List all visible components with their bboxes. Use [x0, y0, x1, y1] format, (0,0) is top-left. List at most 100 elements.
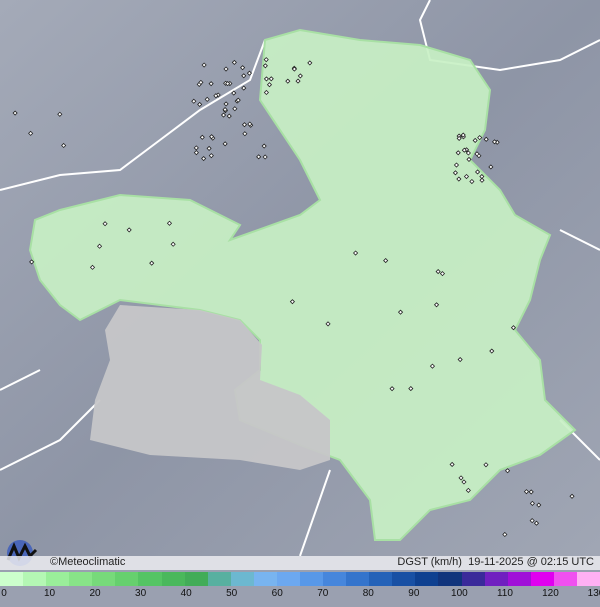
station-marker[interactable] [268, 76, 274, 82]
station-marker[interactable] [201, 62, 207, 68]
station-marker[interactable] [242, 131, 248, 137]
station-marker[interactable] [289, 299, 295, 305]
station-marker[interactable] [208, 153, 214, 159]
station-marker[interactable] [197, 101, 203, 107]
station-marker[interactable] [261, 143, 267, 149]
station-marker[interactable] [429, 363, 436, 369]
station-marker[interactable] [220, 112, 227, 118]
station-marker[interactable] [235, 97, 241, 103]
station-marker[interactable] [204, 96, 210, 102]
station-marker[interactable] [199, 134, 205, 140]
station-marker[interactable] [510, 325, 517, 331]
station-marker[interactable] [491, 139, 498, 145]
station-marker[interactable] [483, 462, 489, 468]
station-marker[interactable] [29, 259, 35, 265]
station-marker[interactable] [241, 85, 247, 91]
station-marker[interactable] [126, 227, 132, 233]
station-marker[interactable] [149, 260, 155, 266]
station-marker[interactable] [389, 386, 395, 392]
station-marker[interactable] [307, 60, 313, 66]
station-marker[interactable] [209, 134, 215, 140]
station-marker[interactable] [528, 489, 534, 495]
station-marker[interactable] [263, 76, 270, 82]
station-marker[interactable] [325, 321, 331, 327]
station-marker[interactable] [223, 66, 229, 72]
station-marker[interactable] [466, 156, 472, 162]
station-marker[interactable] [201, 155, 207, 162]
station-marker[interactable] [291, 66, 297, 72]
station-marker[interactable] [439, 271, 446, 277]
station-marker[interactable] [241, 73, 247, 79]
station-marker[interactable] [246, 70, 253, 76]
station-marker[interactable] [222, 141, 228, 147]
station-marker[interactable] [458, 475, 464, 481]
station-marker[interactable] [193, 150, 199, 156]
station-marker[interactable] [241, 122, 248, 128]
station-marker[interactable] [479, 177, 485, 183]
station-marker[interactable] [89, 264, 96, 270]
station-marker[interactable] [489, 348, 495, 354]
station-marker[interactable] [477, 135, 483, 141]
station-marker[interactable] [231, 90, 237, 96]
station-marker[interactable] [198, 79, 204, 85]
station-marker[interactable] [456, 176, 462, 182]
station-marker[interactable] [266, 82, 273, 88]
station-marker[interactable] [262, 154, 268, 160]
station-marker[interactable] [232, 106, 238, 112]
station-marker[interactable] [475, 169, 481, 175]
station-marker[interactable] [247, 121, 253, 127]
station-marker[interactable] [226, 113, 232, 119]
station-marker[interactable] [222, 107, 228, 113]
station-marker[interactable] [240, 65, 246, 71]
station-marker[interactable] [461, 147, 467, 153]
station-marker[interactable] [262, 63, 268, 69]
station-marker[interactable] [529, 500, 535, 506]
station-marker[interactable] [383, 257, 389, 264]
station-marker[interactable] [102, 221, 108, 227]
station-marker[interactable] [297, 73, 303, 79]
map-canvas[interactable] [0, 0, 600, 556]
station-marker[interactable] [460, 132, 466, 138]
station-marker[interactable] [191, 98, 197, 104]
station-marker[interactable] [193, 145, 199, 151]
station-marker[interactable] [435, 269, 441, 275]
station-marker[interactable] [256, 154, 262, 160]
station-marker[interactable] [472, 137, 478, 144]
station-marker[interactable] [170, 241, 176, 247]
station-marker[interactable] [263, 57, 269, 63]
station-marker[interactable] [456, 135, 462, 141]
station-marker[interactable] [213, 93, 219, 99]
station-marker[interactable] [295, 78, 301, 84]
station-marker[interactable] [97, 243, 103, 249]
station-marker[interactable] [263, 89, 269, 96]
station-marker[interactable] [488, 164, 494, 170]
station-marker[interactable] [533, 520, 540, 526]
station-marker[interactable] [457, 356, 463, 363]
station-marker[interactable] [536, 502, 542, 508]
station-marker[interactable] [397, 309, 404, 315]
station-marker[interactable] [433, 302, 440, 308]
station-marker[interactable] [465, 487, 471, 493]
station-marker[interactable] [502, 531, 508, 538]
station-marker[interactable] [28, 130, 34, 136]
station-marker[interactable] [285, 78, 291, 84]
station-marker[interactable] [483, 136, 489, 142]
station-marker[interactable] [463, 173, 470, 180]
station-marker[interactable] [408, 386, 414, 392]
station-marker[interactable] [453, 162, 460, 168]
station-marker[interactable] [529, 518, 535, 524]
station-marker[interactable] [465, 150, 471, 156]
station-marker[interactable] [455, 150, 461, 156]
station-marker[interactable] [523, 489, 530, 495]
station-marker[interactable] [12, 110, 18, 116]
station-marker[interactable] [449, 461, 455, 468]
station-marker[interactable] [505, 468, 511, 474]
station-marker[interactable] [61, 142, 67, 149]
station-marker[interactable] [166, 220, 173, 226]
station-marker[interactable] [206, 145, 212, 151]
station-marker[interactable] [225, 81, 231, 87]
station-marker[interactable] [474, 151, 480, 157]
station-marker[interactable] [353, 250, 359, 256]
station-marker[interactable] [223, 101, 229, 107]
station-marker[interactable] [57, 111, 63, 117]
